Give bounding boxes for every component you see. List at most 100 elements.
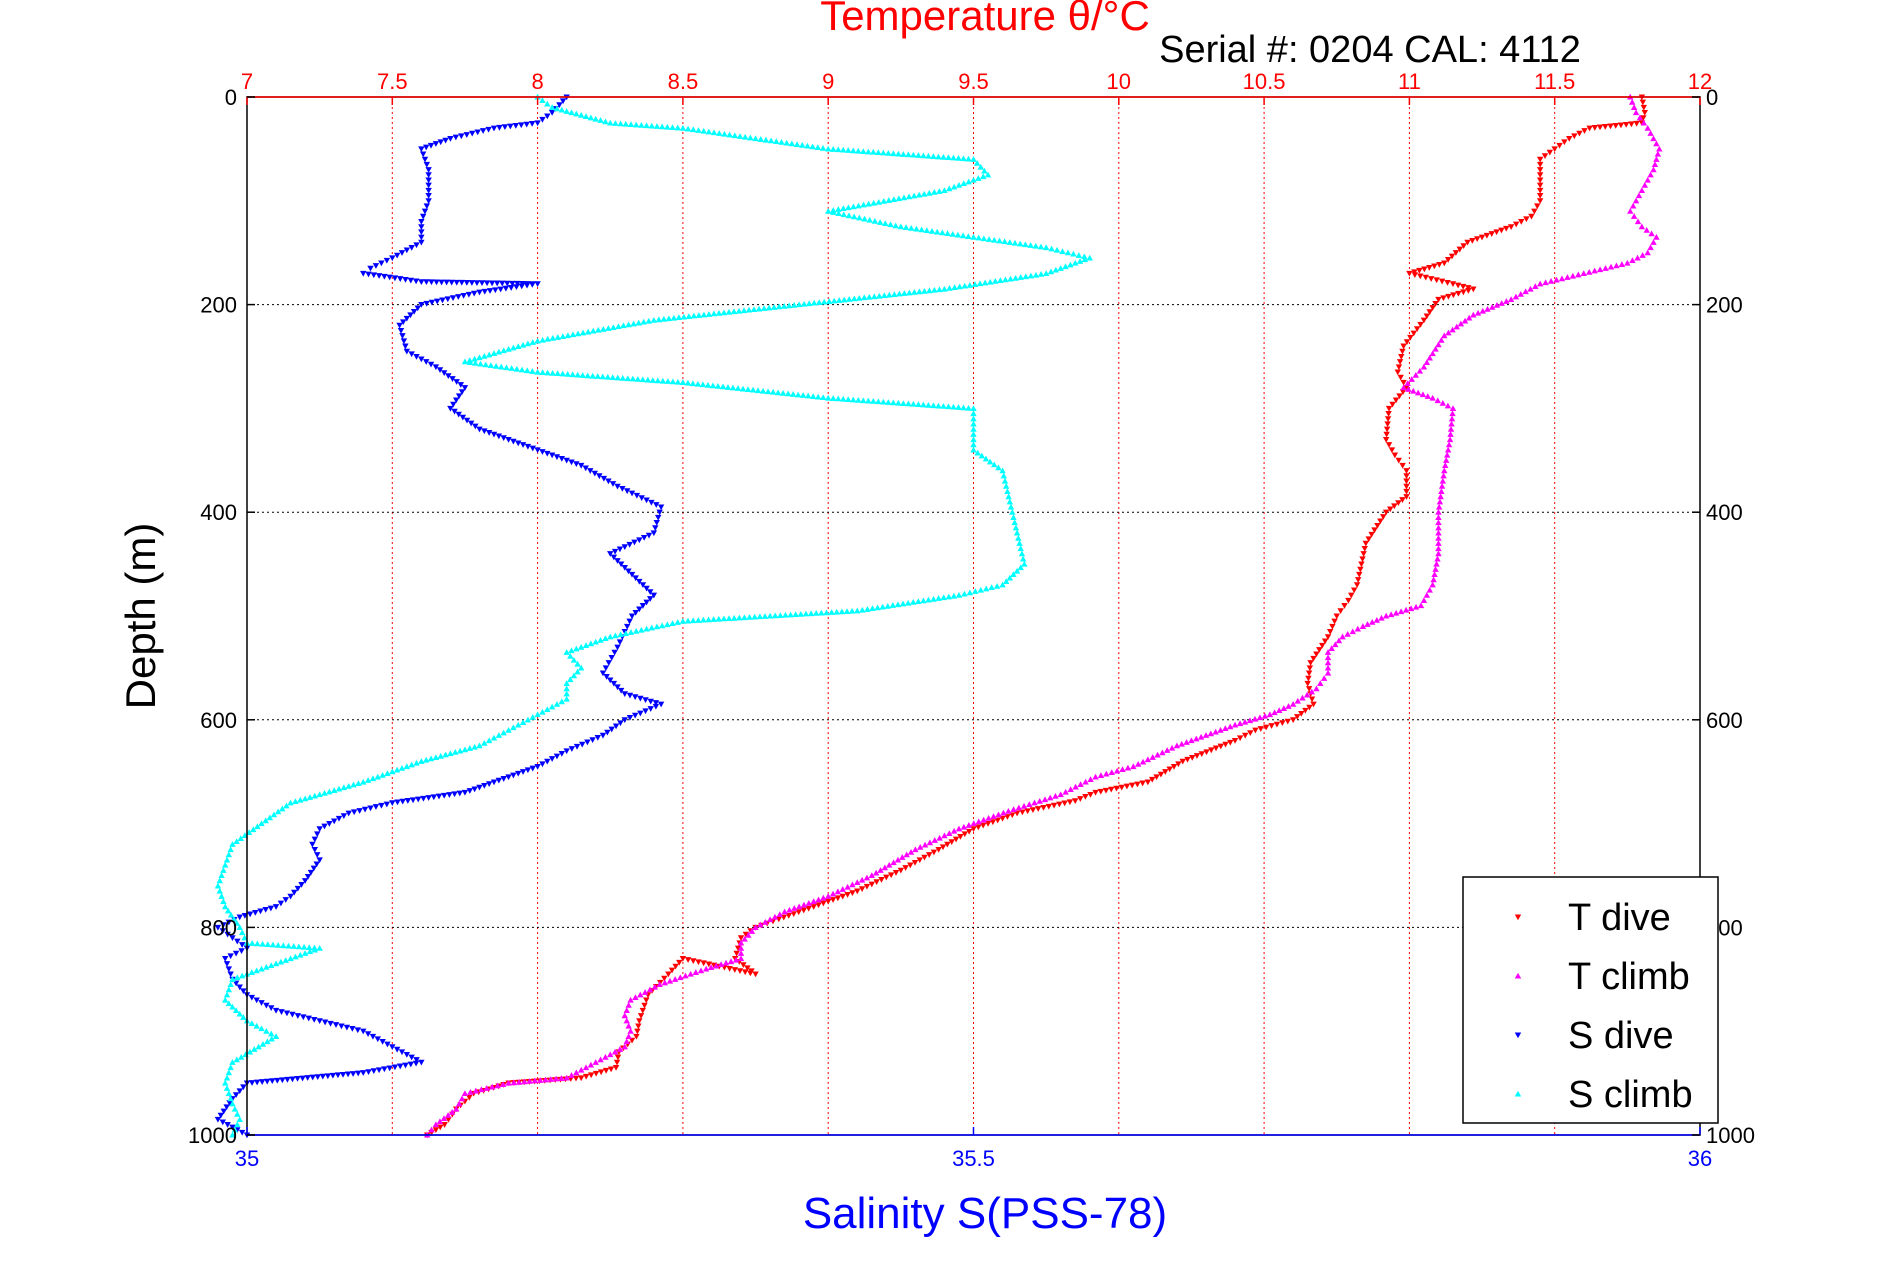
data-point [262, 817, 269, 824]
data-point [1398, 353, 1405, 360]
legend-marker [1514, 1032, 1522, 1039]
data-point [1382, 612, 1390, 619]
data-point [467, 1088, 474, 1095]
depth-tick-label-left: 200 [200, 293, 237, 318]
data-point [403, 1051, 411, 1058]
data-point [860, 397, 867, 404]
data-point [626, 541, 633, 548]
data-point [887, 872, 895, 879]
data-point [697, 967, 705, 974]
data-point [835, 395, 842, 402]
data-point [836, 297, 843, 303]
data-point [653, 623, 661, 630]
data-point [1399, 389, 1407, 395]
data-point [874, 604, 881, 611]
data-point [1641, 110, 1648, 116]
data-point [524, 340, 532, 347]
data-point [569, 371, 576, 378]
data-point [1419, 391, 1427, 398]
data-point [639, 1007, 646, 1014]
data-point [1217, 743, 1224, 750]
data-point [262, 907, 269, 913]
data-point [236, 1116, 243, 1122]
data-point [814, 393, 822, 400]
data-point [231, 1126, 239, 1133]
data-point [850, 213, 858, 220]
data-point [394, 799, 401, 806]
data-point [430, 794, 438, 801]
data-point [1423, 313, 1431, 320]
data-point [423, 300, 430, 307]
data-point [752, 924, 759, 930]
data-point [925, 852, 933, 858]
data-point [1438, 278, 1446, 285]
data-point [1444, 257, 1452, 263]
data-point [622, 120, 630, 127]
data-point [1247, 730, 1254, 736]
data-point [679, 617, 687, 624]
data-point [651, 983, 659, 990]
data-point [519, 719, 527, 725]
data-point [1443, 457, 1450, 463]
data-point [845, 396, 852, 403]
data-point [769, 388, 777, 395]
data-point [831, 297, 838, 304]
data-point [393, 766, 401, 773]
data-point [623, 1017, 630, 1024]
data-point [500, 729, 507, 736]
data-point [946, 285, 953, 291]
data-point [436, 1118, 444, 1125]
data-point [712, 962, 720, 969]
data-point [1445, 441, 1453, 448]
data-point [616, 546, 624, 553]
data-point [389, 768, 396, 775]
data-point [413, 759, 420, 766]
data-point [1435, 509, 1442, 515]
data-point [461, 746, 469, 753]
data-point [321, 789, 328, 796]
data-point [658, 622, 666, 629]
data-point [1640, 115, 1647, 121]
data-point [1523, 216, 1530, 223]
data-point [670, 314, 678, 321]
data-point [984, 171, 992, 178]
data-point [432, 1127, 440, 1134]
data-point [425, 198, 432, 204]
data-point [268, 1030, 275, 1037]
data-point [1353, 582, 1361, 589]
data-point [965, 178, 972, 185]
data-point [339, 1071, 347, 1078]
data-point [1337, 608, 1344, 615]
data-point [917, 844, 924, 850]
data-point [905, 151, 912, 158]
data-point [916, 288, 923, 295]
data-point [886, 861, 893, 868]
data-point [1444, 446, 1452, 453]
data-point [597, 637, 604, 643]
data-point [679, 124, 687, 131]
data-point [978, 452, 986, 459]
data-point [797, 610, 805, 617]
data-point [658, 123, 666, 130]
data-point [633, 492, 641, 499]
data-point [510, 344, 517, 351]
data-point [455, 294, 462, 300]
data-point [654, 377, 662, 384]
data-point [930, 153, 937, 159]
data-point [509, 280, 516, 287]
data-point [856, 214, 863, 221]
data-point [907, 862, 914, 869]
data-point [1037, 271, 1045, 277]
data-point [1613, 262, 1620, 269]
data-point [1202, 732, 1210, 738]
data-point [500, 776, 507, 782]
data-point [884, 602, 891, 609]
data-point [248, 994, 256, 1001]
data-point [381, 273, 388, 280]
data-point [1364, 621, 1371, 627]
data-point [825, 207, 832, 214]
data-point [485, 351, 493, 358]
data-point [901, 290, 908, 296]
data-point [301, 878, 309, 884]
data-point [994, 817, 1001, 824]
